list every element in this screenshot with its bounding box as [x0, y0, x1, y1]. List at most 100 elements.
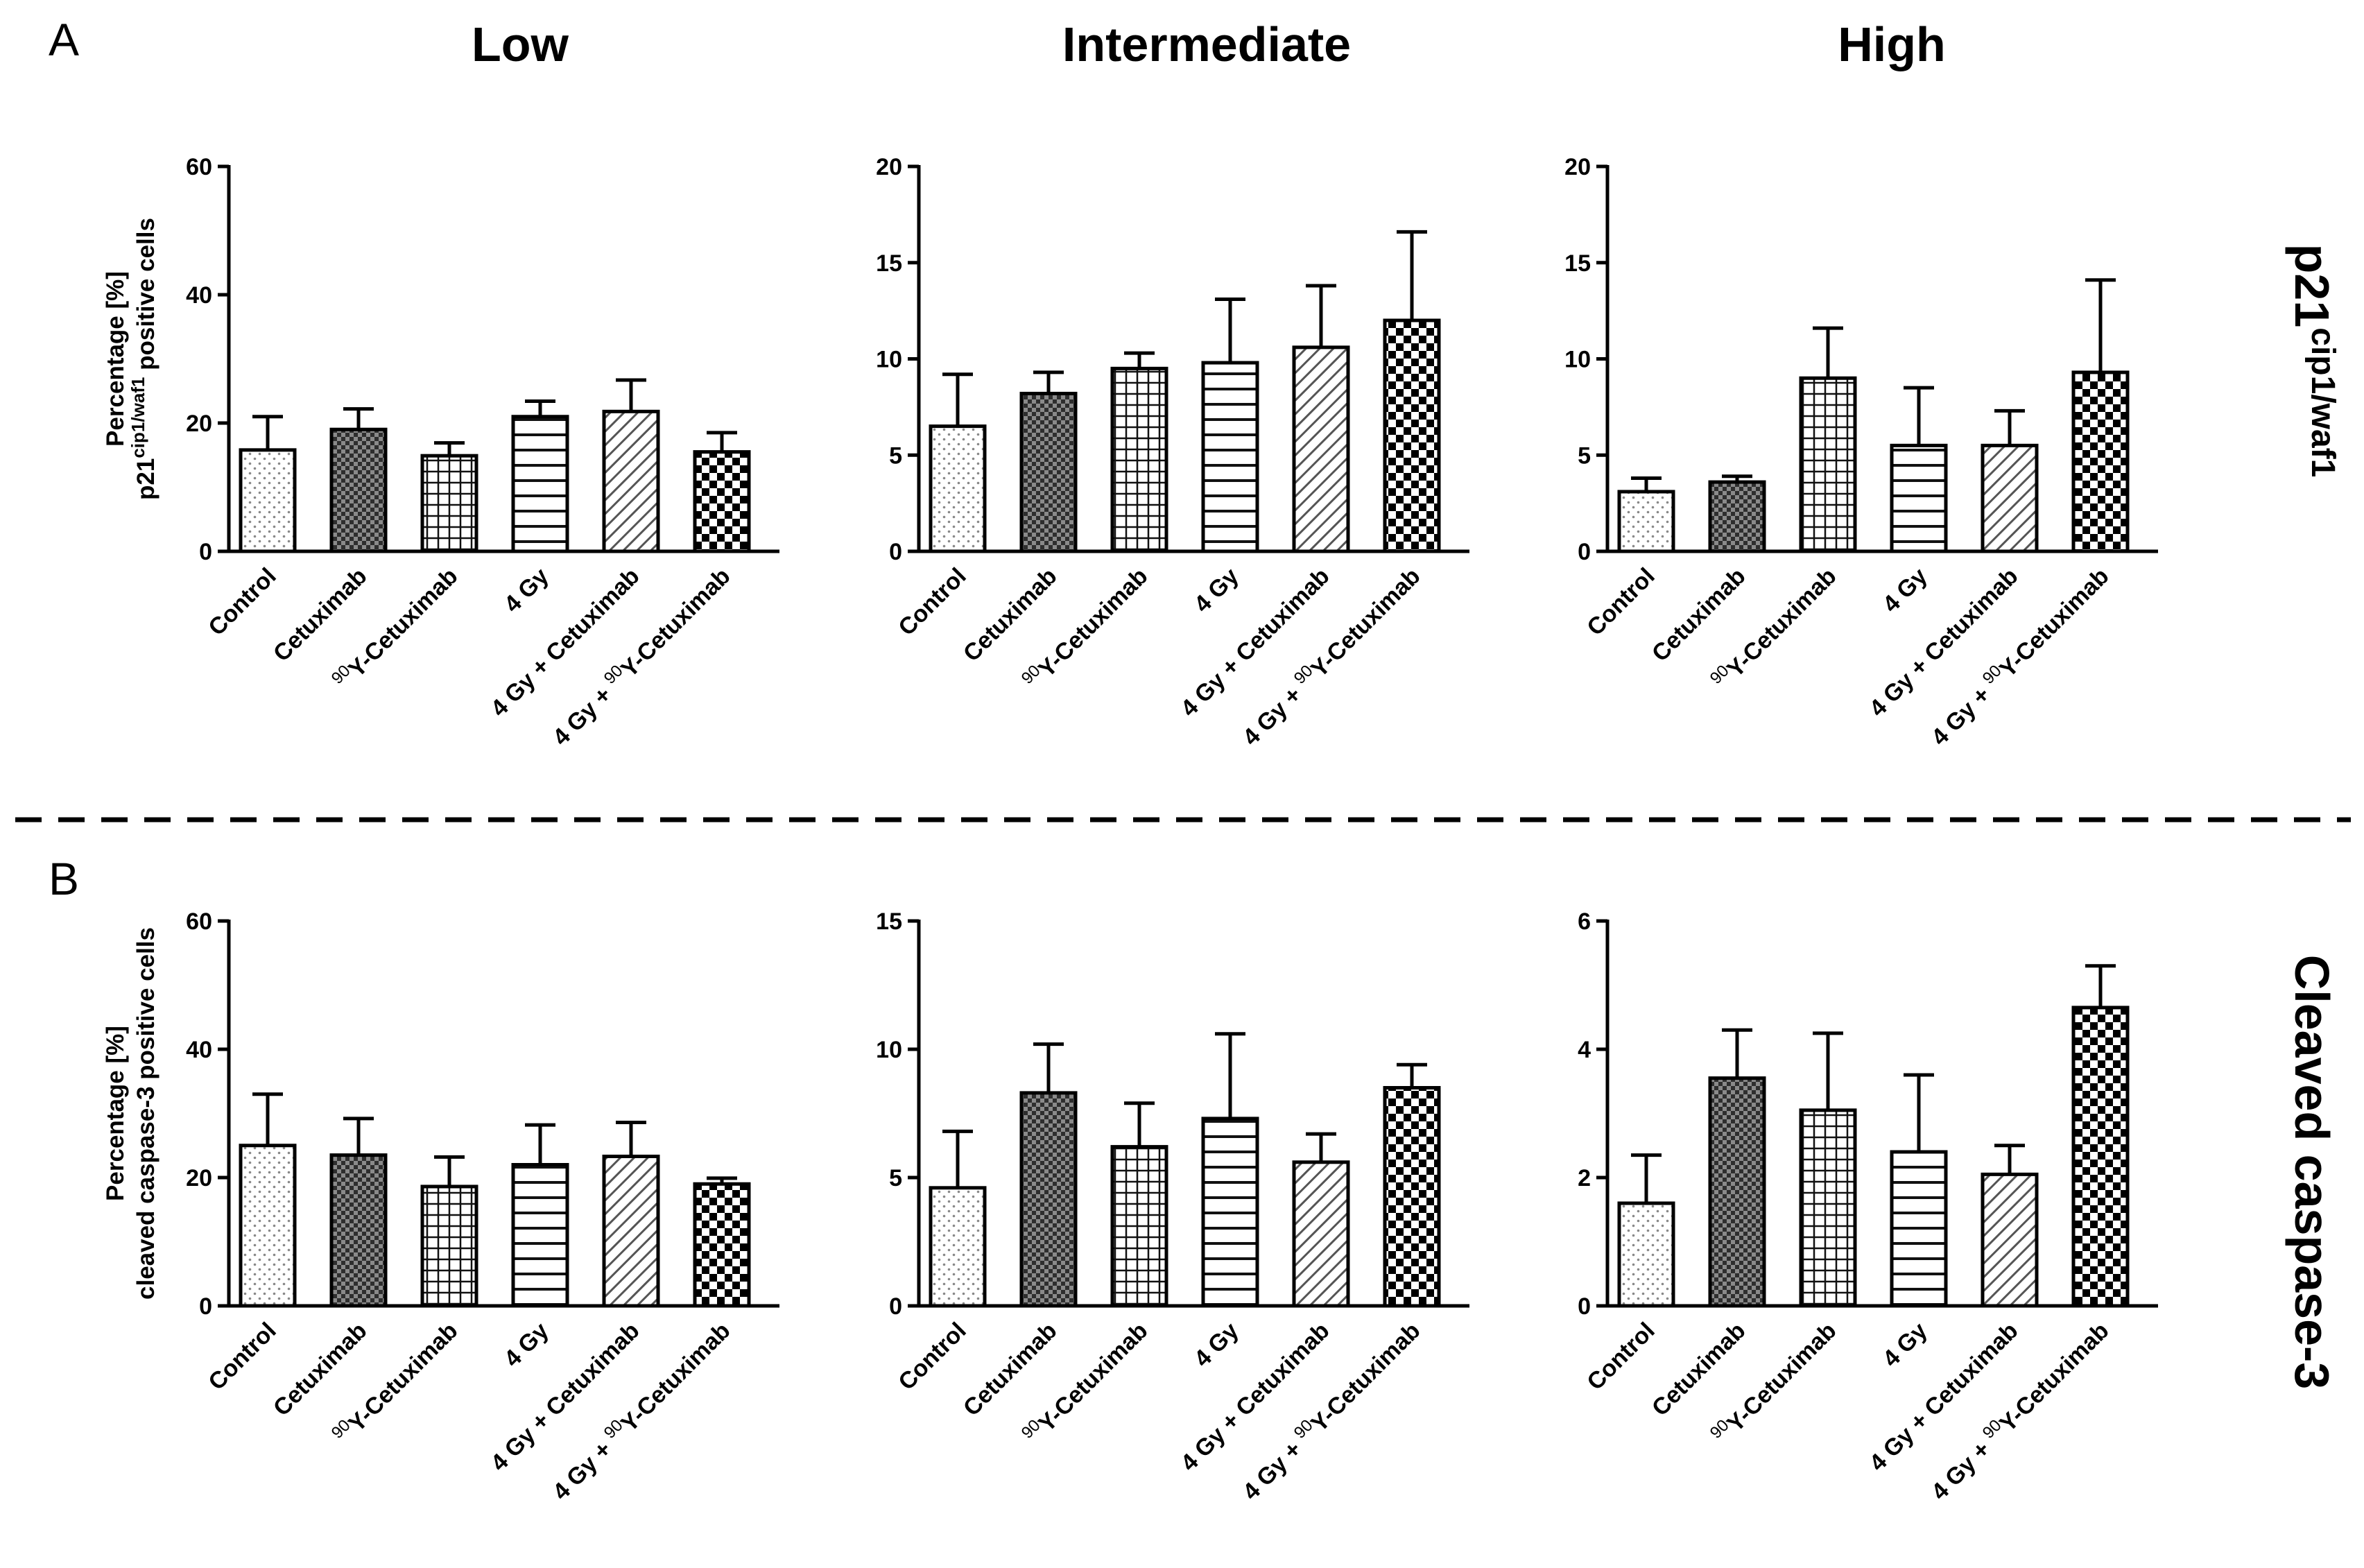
bar-5 — [693, 450, 751, 553]
bar-5 — [2071, 370, 2130, 553]
category-label: 4 Gy + Cetuximab — [1864, 1318, 2023, 1476]
y-tick-label: 0 — [1578, 539, 1591, 565]
y-axis-label-line2: cleaved caspase-3 positive cells — [132, 927, 159, 1300]
bar-1 — [329, 427, 388, 553]
y-tick-label: 6 — [1578, 908, 1591, 935]
category-label: Control — [893, 1318, 971, 1395]
category-label: 4 Gy — [1189, 1318, 1244, 1372]
category-label: Control — [203, 1318, 281, 1395]
y-tick-label: 60 — [186, 154, 212, 180]
bar-1 — [329, 1153, 388, 1308]
y-tick-label: 15 — [1564, 250, 1591, 277]
bar-5 — [1383, 318, 1441, 553]
row-label-caspase: Cleaved caspase-3 — [2285, 955, 2339, 1390]
y-tick-label: 0 — [199, 539, 212, 565]
panel-letter-b: B — [49, 853, 79, 904]
bar-3 — [1890, 443, 1948, 553]
panel-letter-a: A — [49, 14, 79, 65]
y-tick-label: 0 — [199, 1293, 212, 1320]
bar-2 — [1110, 1145, 1168, 1308]
category-label: 4 Gy + 90Y-Cetuximab — [1235, 1315, 1425, 1505]
bar-3 — [1201, 1117, 1259, 1308]
column-title-low: Low — [472, 17, 569, 71]
row-label-p21: p21cip1/waf1 — [2285, 244, 2341, 478]
bar-2 — [1110, 366, 1168, 553]
category-label: 4 Gy + Cetuximab — [485, 1318, 644, 1476]
category-label: 4 Gy — [499, 1318, 554, 1372]
y-tick-label: 5 — [889, 1165, 902, 1191]
y-tick-label: 2 — [1578, 1165, 1591, 1191]
bar-1 — [1708, 480, 1766, 553]
bar-0 — [929, 1186, 987, 1308]
y-tick-label: 10 — [876, 347, 902, 373]
bar-4 — [1981, 443, 2039, 553]
category-label: 4 Gy + 90Y-Cetuximab — [1235, 560, 1425, 750]
category-label: 4 Gy — [1878, 563, 1933, 618]
y-tick-label: 20 — [186, 1165, 212, 1191]
category-label: Control — [893, 563, 971, 641]
bar-4 — [602, 1154, 660, 1308]
bar-4 — [1292, 345, 1350, 553]
bar-2 — [1799, 376, 1857, 553]
y-tick-label: 10 — [1564, 347, 1591, 373]
category-label: 4 Gy + Cetuximab — [1175, 563, 1334, 722]
y-tick-label: 4 — [1578, 1037, 1591, 1063]
bar-2 — [420, 454, 478, 553]
y-axis-label-line1: Percentage [%] — [102, 1026, 129, 1201]
y-tick-label: 5 — [1578, 442, 1591, 469]
bar-2 — [420, 1184, 478, 1308]
category-label: 4 Gy + Cetuximab — [485, 563, 644, 722]
bar-5 — [693, 1182, 751, 1308]
bar-3 — [511, 1163, 569, 1308]
category-label: 4 Gy + 90Y-Cetuximab — [545, 560, 735, 750]
category-label: Control — [1582, 1318, 1659, 1395]
bar-1 — [1708, 1076, 1766, 1308]
bar-3 — [1201, 361, 1259, 553]
category-label: Control — [1582, 563, 1659, 641]
category-label: 4 Gy + Cetuximab — [1864, 563, 2023, 722]
y-tick-label: 40 — [186, 282, 212, 309]
bar-0 — [239, 448, 297, 553]
bar-1 — [1019, 391, 1078, 553]
bar-0 — [929, 424, 987, 553]
y-tick-label: 20 — [1564, 154, 1591, 180]
bar-4 — [602, 409, 660, 553]
bar-4 — [1981, 1172, 2039, 1308]
bar-5 — [2071, 1006, 2130, 1308]
bar-0 — [239, 1144, 297, 1308]
column-title-intermediate: Intermediate — [1062, 17, 1351, 71]
row-label-p21-main: p21 — [2285, 244, 2339, 328]
y-axis-label-line1: Percentage [%] — [102, 271, 129, 447]
bar-5 — [1383, 1086, 1441, 1308]
row-label-p21-sup: cip1/waf1 — [2304, 327, 2341, 477]
y-axis-label-line2: p21cip1/waf1 positive cells — [128, 218, 159, 500]
category-label: 4 Gy + Cetuximab — [1175, 1318, 1334, 1476]
category-label: Control — [203, 563, 281, 641]
y-tick-label: 20 — [876, 154, 902, 180]
y-tick-label: 5 — [889, 442, 902, 469]
bar-0 — [1617, 1201, 1675, 1308]
category-label: 4 Gy — [499, 563, 554, 618]
bar-3 — [1890, 1150, 1948, 1308]
bar-1 — [1019, 1091, 1078, 1308]
y-tick-label: 40 — [186, 1037, 212, 1063]
category-label: 4 Gy — [1189, 563, 1244, 618]
y-tick-label: 15 — [876, 908, 902, 935]
category-label: 4 Gy — [1878, 1318, 1933, 1372]
category-label: 4 Gy + 90Y-Cetuximab — [1924, 1315, 2114, 1505]
y-tick-label: 0 — [889, 539, 902, 565]
bar-2 — [1799, 1108, 1857, 1308]
y-tick-label: 20 — [186, 411, 212, 437]
bar-4 — [1292, 1160, 1350, 1308]
bar-3 — [511, 415, 569, 553]
category-label: 4 Gy + 90Y-Cetuximab — [545, 1315, 735, 1505]
y-tick-label: 0 — [1578, 1293, 1591, 1320]
